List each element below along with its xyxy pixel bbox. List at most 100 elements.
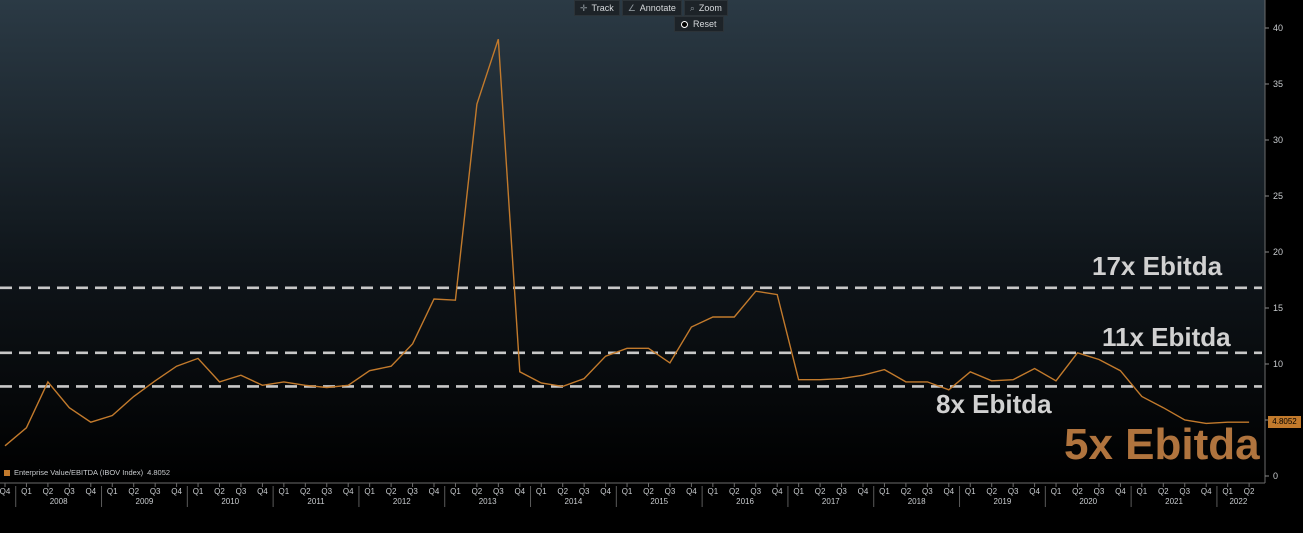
data-point [990,379,994,383]
data-point [1118,369,1122,373]
year-label: 2012 [393,497,411,506]
year-label: 2014 [565,497,583,506]
year-label: 2018 [908,497,926,506]
data-point [1076,351,1080,355]
x-tick-label: Q3 [493,487,504,496]
data-point [475,102,479,106]
data-point [711,315,715,319]
x-tick-label: Q3 [579,487,590,496]
legend-label: Enterprise Value/EBITDA (IBOV Index) [14,468,144,477]
x-tick-label: Q4 [514,487,525,496]
data-point [518,370,522,374]
data-point [668,361,672,365]
data-point [368,369,372,373]
y-tick-label: 30 [1273,135,1283,145]
data-point [196,356,200,360]
data-point [861,373,865,377]
x-tick-label: Q4 [1115,487,1126,496]
plot-background [0,0,1265,483]
x-tick-label: Q2 [472,487,483,496]
y-tick-label: 10 [1273,359,1283,369]
last-value-tag: 4.8052 [1268,416,1301,428]
data-point [46,380,50,384]
x-tick-label: Q1 [536,487,547,496]
data-point [411,342,415,346]
data-point [904,380,908,384]
x-tick-label: Q1 [708,487,719,496]
year-label: 2013 [479,497,497,506]
x-tick-label: Q4 [85,487,96,496]
data-point [882,368,886,372]
data-point [303,383,307,387]
data-point [218,380,222,384]
data-point [1161,406,1165,410]
x-tick-label: Q3 [236,487,247,496]
x-tick-label: Q1 [965,487,976,496]
data-point [1097,358,1101,362]
magnifier-icon: ⌕ [689,3,695,13]
x-tick-label: Q2 [729,487,740,496]
x-tick-label: Q3 [1094,487,1105,496]
pencil-icon: ∠ [627,3,636,13]
reset-button[interactable]: Reset [674,16,724,32]
x-tick-label: Q4 [600,487,611,496]
data-point [3,444,7,448]
data-point [968,370,972,374]
x-tick-label: Q3 [665,487,676,496]
zoom-label: Zoom [698,3,722,13]
x-tick-label: Q2 [43,487,54,496]
data-point [67,406,71,410]
x-tick-label: Q2 [1158,487,1169,496]
data-point [346,383,350,387]
y-tick-label: 0 [1273,471,1278,481]
data-point [840,377,844,381]
year-label: 2016 [736,497,754,506]
zoom-button[interactable]: ⌕ Zoom [683,0,728,16]
x-tick-label: Q1 [279,487,290,496]
data-point [625,346,629,350]
track-button[interactable]: ✛ Track [574,0,620,16]
crosshair-icon: ✛ [580,3,588,13]
x-tick-label: Q2 [986,487,997,496]
x-tick-label: Q1 [193,487,204,496]
data-point [797,378,801,382]
x-tick-label: Q4 [686,487,697,496]
annotate-label: Annotate [639,3,676,13]
series-line-ev-ebitda [4,38,1250,447]
x-tick-label: Q3 [836,487,847,496]
annotate-button[interactable]: ∠ Annotate [621,0,682,16]
x-tick-label: Q3 [150,487,161,496]
x-tick-label: Q2 [643,487,654,496]
data-point [582,377,586,381]
data-point [1140,394,1144,398]
x-tick-label: Q4 [858,487,869,496]
data-point [925,380,929,384]
year-label: 2011 [307,497,325,506]
radio-icon [681,20,688,28]
chart-toolbar: ✛ Track ∠ Annotate ⌕ Zoom [574,0,728,16]
year-label: 2020 [1079,497,1097,506]
x-tick-label: Q3 [64,487,75,496]
y-tick-label: 15 [1273,303,1283,313]
chart-legend: Enterprise Value/EBITDA (IBOV Index) 4.8… [4,468,170,477]
x-tick-label: Q4 [171,487,182,496]
x-tick-label: Q1 [1137,487,1148,496]
y-tick-label: 25 [1273,191,1283,201]
x-tick-label: Q1 [879,487,890,496]
x-tick-label: Q2 [386,487,397,496]
data-point [110,414,114,418]
reset-label: Reset [693,19,717,29]
year-label: 2021 [1165,497,1183,506]
x-tick-label: Q3 [1008,487,1019,496]
data-point [818,378,822,382]
data-point [389,364,393,368]
data-point [89,420,93,424]
data-point [260,383,264,387]
x-tick-label: Q1 [1222,487,1233,496]
year-label: 2009 [136,497,154,506]
data-point [1054,379,1058,383]
data-point [561,384,565,388]
year-label: 2019 [994,497,1012,506]
data-point [1033,366,1037,370]
